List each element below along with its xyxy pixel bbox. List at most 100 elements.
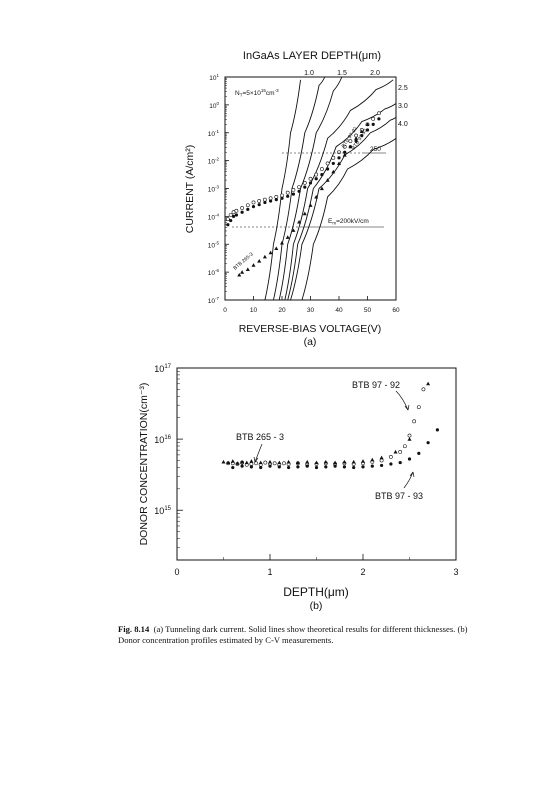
- y-tick-exp: 17: [164, 364, 171, 370]
- theory-curve-2-5: [284, 79, 394, 301]
- data-point-btb-97-93: [240, 210, 244, 214]
- data-point-btb-97-93: [286, 194, 290, 198]
- depth-label-top: 1.5: [337, 70, 347, 77]
- data-point-btb-97-92: [302, 181, 307, 185]
- data-point-btb-97-93: [326, 167, 330, 171]
- data-point-btb-97-92: [291, 187, 296, 192]
- data-point-btb97-92: [388, 454, 393, 459]
- data-point-btb-265-3: [268, 250, 273, 255]
- theory-curve-2-0: [278, 76, 343, 301]
- data-point-btb-97-93: [246, 207, 250, 212]
- x-tick-label: 1: [267, 567, 272, 577]
- panel-b-xlabel: DEPTH(μm): [283, 585, 349, 599]
- data-point-btb-97-93: [269, 199, 273, 203]
- panel-b-ylabel: DONOR CONCENTRATION(cm⁻³): [138, 383, 150, 546]
- depth-label-top: 2.0: [370, 70, 380, 77]
- em-note-e: E: [328, 218, 333, 225]
- data-point-btb-97-92: [234, 208, 239, 213]
- data-point-btb265-3: [286, 459, 291, 464]
- data-point-btb265-3: [240, 459, 245, 464]
- data-point-btb-97-92: [280, 193, 284, 198]
- data-point-btb-265-3: [302, 211, 307, 216]
- nd-note-unit: cm: [266, 90, 275, 97]
- data-point-btb-265-3: [285, 235, 290, 239]
- y-tick-exp: -3: [215, 185, 219, 190]
- data-point-btb265-3: [244, 460, 249, 465]
- data-point-btb-265-3: [365, 122, 370, 126]
- y-tick-base: 10: [154, 506, 164, 516]
- nd-note: NT=5×1015cm-3: [235, 88, 279, 98]
- data-point-btb-97-93: [226, 223, 230, 227]
- data-point-btb265-3: [426, 381, 431, 386]
- y-tick-base: 10: [208, 242, 216, 249]
- y-tick-label: 10-3: [208, 185, 220, 194]
- data-point-btb-97-93: [297, 189, 301, 193]
- data-point-btb-265-3: [331, 169, 336, 174]
- nd-note-exp: 15: [261, 88, 267, 93]
- data-point-btb97-92: [407, 433, 412, 438]
- panel-a-xlabel: REVERSE-BIAS VOLTAGE(V): [239, 323, 382, 335]
- y-tick-base: 10: [208, 131, 216, 138]
- data-point-btb97-92: [416, 405, 421, 410]
- data-point-btb-265-3: [359, 129, 364, 133]
- data-point-btb97-93: [407, 457, 412, 461]
- data-point-btb-97-92: [228, 213, 233, 217]
- data-point-btb97-93: [305, 464, 309, 468]
- data-point-btb97-93: [314, 465, 319, 470]
- y-tick-base: 10: [208, 187, 216, 194]
- data-point-btb97-93: [324, 465, 328, 469]
- data-point-btb97-92: [398, 450, 403, 454]
- data-point-btb-97-92: [314, 172, 319, 177]
- x-tick-label: 10: [250, 307, 258, 314]
- data-point-btb265-3: [305, 459, 310, 464]
- y-tick-label: 1015: [154, 506, 171, 516]
- x-tick-label: 0: [174, 567, 179, 577]
- data-point-btb265-3: [351, 459, 356, 464]
- panel-a-x-ticks: 0 10 20 30 40 50 60: [223, 296, 400, 314]
- y-tick-base: 10: [154, 364, 164, 374]
- x-tick-label: 50: [364, 307, 372, 314]
- annotation-arrow-3: [403, 471, 414, 489]
- depth-label-top: 1.0: [304, 70, 314, 77]
- panel-a-label: (a): [304, 336, 317, 348]
- data-point-btb-97-92: [268, 196, 273, 201]
- data-point-btb-265-3: [280, 240, 284, 245]
- data-point-btb-97-93: [354, 139, 358, 143]
- panel-a-plot-frame: [224, 76, 397, 301]
- data-point-btb-97-93: [291, 192, 295, 196]
- data-point-btb265-3: [258, 460, 263, 465]
- data-point-btb265-3: [314, 460, 319, 465]
- data-point-btb-97-93: [234, 213, 238, 217]
- annotation-arrowhead-3: [409, 471, 415, 478]
- data-point-btb97-92: [412, 419, 417, 424]
- data-point-btb97-93: [370, 464, 374, 468]
- data-point-btb97-93: [361, 465, 365, 469]
- data-point-btb-97-93: [280, 196, 284, 200]
- nd-note-sub: T: [240, 93, 243, 98]
- depth-label-right: 4.0: [398, 121, 408, 128]
- panel-b-x-ticks: 0 1 2 3: [174, 554, 459, 577]
- x-tick-label: 60: [392, 307, 400, 314]
- theory-curve-1-5: [273, 76, 326, 301]
- figure-number: Fig. 8.14: [118, 624, 150, 634]
- x-tick-label: 2: [360, 567, 365, 577]
- data-point-btb97-93: [380, 463, 384, 468]
- data-point-btb97-92: [254, 461, 258, 466]
- data-point-btb97-92: [379, 458, 384, 463]
- data-point-btb265-3: [295, 460, 300, 465]
- data-point-btb97-93: [231, 465, 235, 470]
- y-tick-label: 10-1: [208, 129, 220, 138]
- y-tick-exp: -4: [215, 212, 219, 217]
- data-point-btb-265-3: [342, 153, 347, 157]
- data-point-btb-97-93: [360, 133, 364, 138]
- depth-label-right: 2.5: [398, 85, 408, 92]
- data-point-btb97-93: [249, 465, 253, 469]
- data-point-btb97-92: [282, 461, 286, 466]
- panel-a-top-title: InGaAs LAYER DEPTH(μm): [243, 50, 381, 62]
- data-point-btb-97-92: [285, 190, 290, 195]
- data-point-btb-97-92: [308, 176, 313, 181]
- data-point-btb97-93: [287, 465, 291, 470]
- data-point-btb265-3: [230, 459, 235, 463]
- y-tick-exp: 1: [216, 73, 219, 78]
